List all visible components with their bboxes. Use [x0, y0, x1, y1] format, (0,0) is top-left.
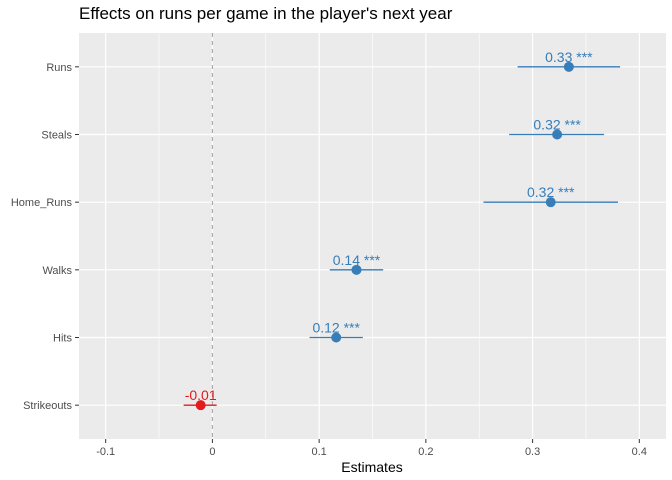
estimate-point [552, 129, 563, 140]
x-tick-label: 0 [209, 446, 215, 458]
estimate-label: 0.14 *** [333, 252, 381, 268]
y-axis: Runs Steals Home_Runs Walks Hits Strikeouts [11, 62, 79, 412]
estimate-point [331, 332, 342, 343]
minor-gridlines [158, 33, 587, 439]
x-tick-label: -0.1 [96, 446, 115, 458]
estimate-point [545, 197, 556, 208]
estimate-point [563, 61, 574, 72]
estimate-point [195, 400, 206, 411]
x-tick-label: 0.3 [525, 446, 540, 458]
estimate-point [351, 264, 362, 275]
chart-title: Effects on runs per game in the player's… [79, 4, 453, 23]
x-tick-label: 0.4 [632, 446, 647, 458]
y-tick-label: Walks [42, 265, 72, 277]
estimate-label: 0.33 *** [545, 49, 593, 65]
x-tick-label: 0.1 [311, 446, 326, 458]
y-tick-label: Steals [41, 130, 72, 142]
estimate-marks: 0.33 *** 0.32 *** 0.32 *** 0.14 *** 0.12 ***… [183, 49, 621, 411]
estimate-label: 0.32 *** [533, 117, 581, 133]
estimate-label: -0.01 [185, 387, 217, 403]
x-axis: -0.1 0 0.1 0.2 0.3 0.4 [96, 439, 647, 458]
y-tick-label: Strikeouts [23, 400, 72, 412]
y-tick-label: Home_Runs [11, 197, 73, 209]
y-tick-label: Runs [46, 62, 72, 74]
estimate-label: 0.32 *** [527, 184, 575, 200]
estimate-label: 0.12 *** [312, 320, 360, 336]
x-axis-title: Estimates [341, 459, 402, 475]
y-tick-label: Hits [53, 333, 72, 345]
x-tick-label: 0.2 [418, 446, 433, 458]
